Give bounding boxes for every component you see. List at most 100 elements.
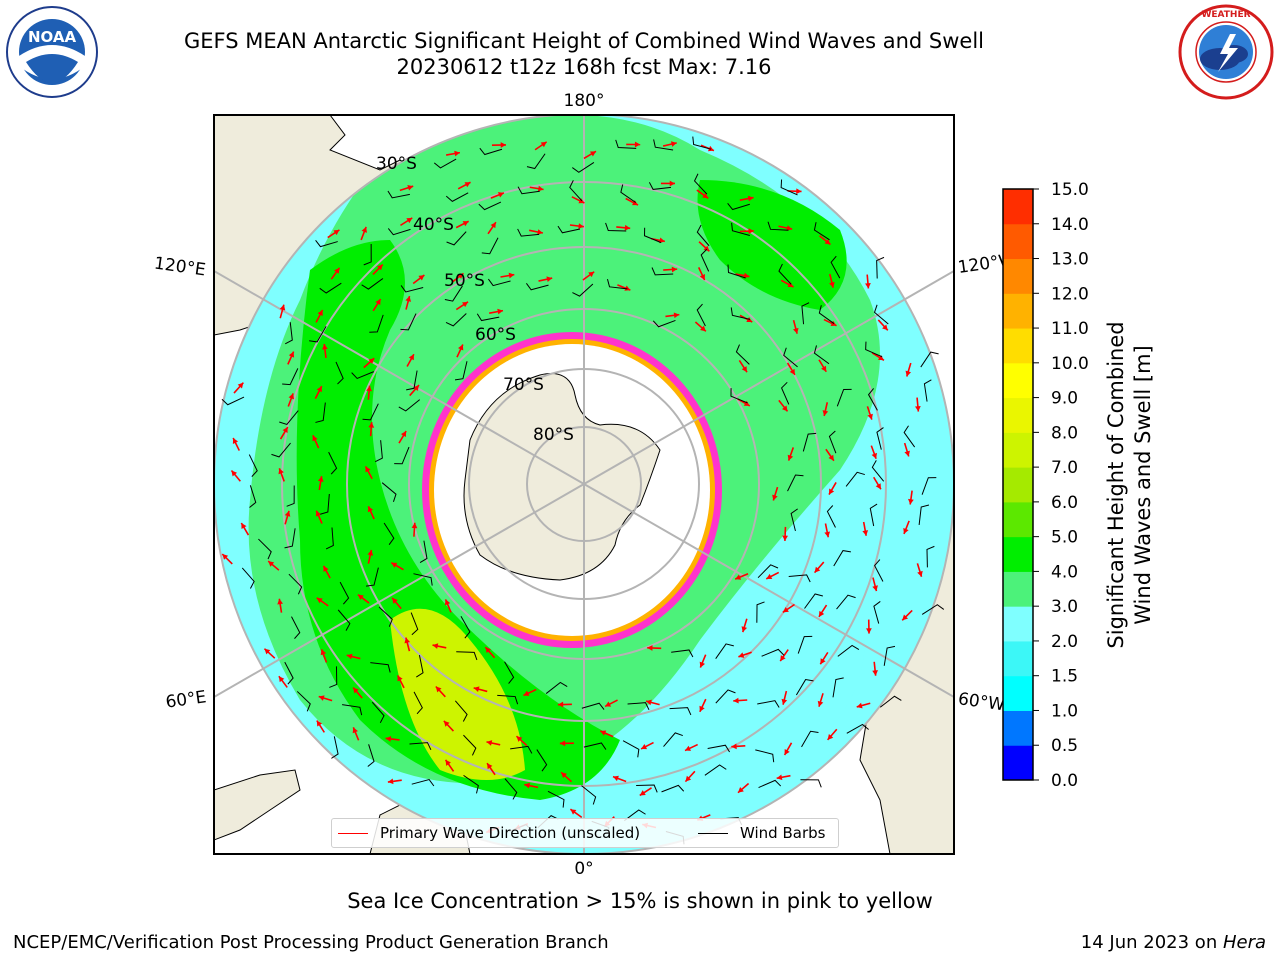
- wind-barb: [795, 679, 814, 696]
- wave-arrow-head: [699, 274, 705, 281]
- wind-barb: [756, 601, 765, 623]
- wave-arrow-head: [639, 790, 646, 796]
- wind-barb: [735, 344, 750, 365]
- wind-barb: [361, 278, 384, 290]
- wave-arrow-head: [600, 730, 607, 736]
- wave-arrow-head: [824, 239, 831, 245]
- wave-arrow-head: [776, 774, 783, 781]
- wind-barb: [731, 222, 750, 236]
- wind-barb: [510, 745, 533, 754]
- latitude-label-60s: 60°S: [475, 325, 516, 345]
- wind-barb: [444, 285, 463, 302]
- wave-arrow-head: [320, 649, 327, 656]
- wind-barb: [329, 666, 338, 688]
- wave-arrow-head: [557, 701, 564, 708]
- wave-arrow-head: [368, 358, 375, 364]
- wind-barb: [926, 545, 935, 568]
- wind-barb: [755, 749, 775, 763]
- wave-arrow-head: [317, 476, 324, 482]
- wave-arrow-head: [673, 312, 680, 319]
- wave-arrow-head: [865, 282, 871, 289]
- wind-barb: [445, 192, 469, 202]
- wave-arrow-head: [780, 655, 786, 662]
- wave-arrow-head: [781, 698, 788, 705]
- latitude-label-80s: 80°S: [533, 425, 574, 445]
- wind-barb: [446, 231, 467, 246]
- wave-arrow-head: [699, 661, 706, 668]
- colorbar-tick-label: 2.0: [1051, 632, 1078, 652]
- wind-barb: [836, 388, 852, 407]
- wind-barb: [351, 371, 374, 380]
- wave-arrow-head: [659, 237, 665, 244]
- wave-arrow-head: [397, 675, 403, 682]
- wave-arrow-head: [316, 720, 323, 727]
- chart-subtitle: 20230612 t12z 168h fcst Max: 7.16: [396, 55, 772, 79]
- colorbar-bands: [1003, 189, 1033, 781]
- wind-barb: [903, 425, 916, 448]
- wind-barb: [767, 221, 789, 231]
- wave-arrow-head: [516, 736, 523, 742]
- wind-barb: [572, 162, 595, 173]
- wave-arrow-head: [787, 281, 794, 288]
- latitude-label-30s: 30°S: [376, 154, 417, 174]
- wind-barb: [419, 540, 428, 564]
- wind-barb: [383, 522, 395, 545]
- wind-barb: [557, 225, 581, 234]
- wave-arrow-head: [404, 637, 411, 644]
- svg-text:WEATHER: WEATHER: [1201, 10, 1250, 20]
- wave-arrow-head: [737, 787, 744, 793]
- wave-arrow-head: [487, 763, 493, 770]
- latitude-label-70s: 70°S: [503, 375, 544, 395]
- wave-arrow-head: [400, 431, 407, 438]
- wind-barb: [696, 303, 706, 327]
- wind-barb: [328, 451, 338, 475]
- wave-arrow-head: [486, 740, 493, 746]
- wave-arrow-head: [406, 217, 413, 224]
- wind-barb: [285, 322, 293, 345]
- colorbar-tick-label: 3.0: [1051, 597, 1078, 617]
- wind-barb: [241, 567, 255, 589]
- colorbar-tick-label: 6.0: [1051, 493, 1078, 513]
- wind-barb: [339, 581, 350, 605]
- colorbar-band: [1003, 258, 1033, 294]
- wind-barb: [291, 616, 301, 639]
- wave-arrow-head: [278, 468, 284, 475]
- wave-arrow-head: [781, 405, 788, 412]
- colorbar-tick-label: 11.0: [1051, 319, 1089, 339]
- wind-barb: [525, 283, 549, 291]
- footer-branch: NCEP/EMC/Verification Post Processing Pr…: [13, 932, 609, 953]
- wave-arrow-head: [391, 562, 398, 568]
- wind-barb: [463, 774, 479, 794]
- wind-barb: [284, 661, 294, 685]
- wind-barb: [369, 314, 384, 333]
- wave-arrow-head: [707, 145, 714, 152]
- wind-barb: [606, 278, 628, 290]
- wave-arrow-head: [366, 385, 373, 392]
- wind-barb: [282, 368, 299, 386]
- wind-barb: [378, 606, 393, 627]
- wind-barb: [918, 504, 930, 525]
- wave-arrow-head: [821, 365, 827, 372]
- wind-barb: [504, 778, 518, 800]
- wave-arrow-head: [829, 488, 835, 495]
- wave-arrow-head: [500, 142, 506, 148]
- wave-arrow-head: [392, 597, 398, 604]
- wave-arrow-head: [315, 510, 322, 517]
- wind-barb: [692, 136, 712, 150]
- wave-arrow-head: [624, 224, 631, 231]
- wind-barb: [478, 201, 502, 211]
- wave-arrow-head: [856, 702, 863, 709]
- wind-barb: [497, 694, 519, 705]
- wave-arrow-head: [408, 354, 414, 361]
- wave-arrow-head: [867, 413, 873, 420]
- wave-arrow-head: [385, 736, 392, 742]
- wave-arrow-head: [312, 435, 318, 442]
- wave-arrow-head: [904, 450, 910, 457]
- wave-arrow-head: [743, 400, 750, 406]
- colorbar-tick-label: 0.5: [1051, 736, 1078, 756]
- wave-arrow-head: [789, 368, 795, 375]
- wind-barb: [778, 263, 792, 285]
- wave-arrow-head: [866, 628, 872, 634]
- wind-barb: [873, 304, 889, 325]
- wind-barb: [669, 707, 692, 716]
